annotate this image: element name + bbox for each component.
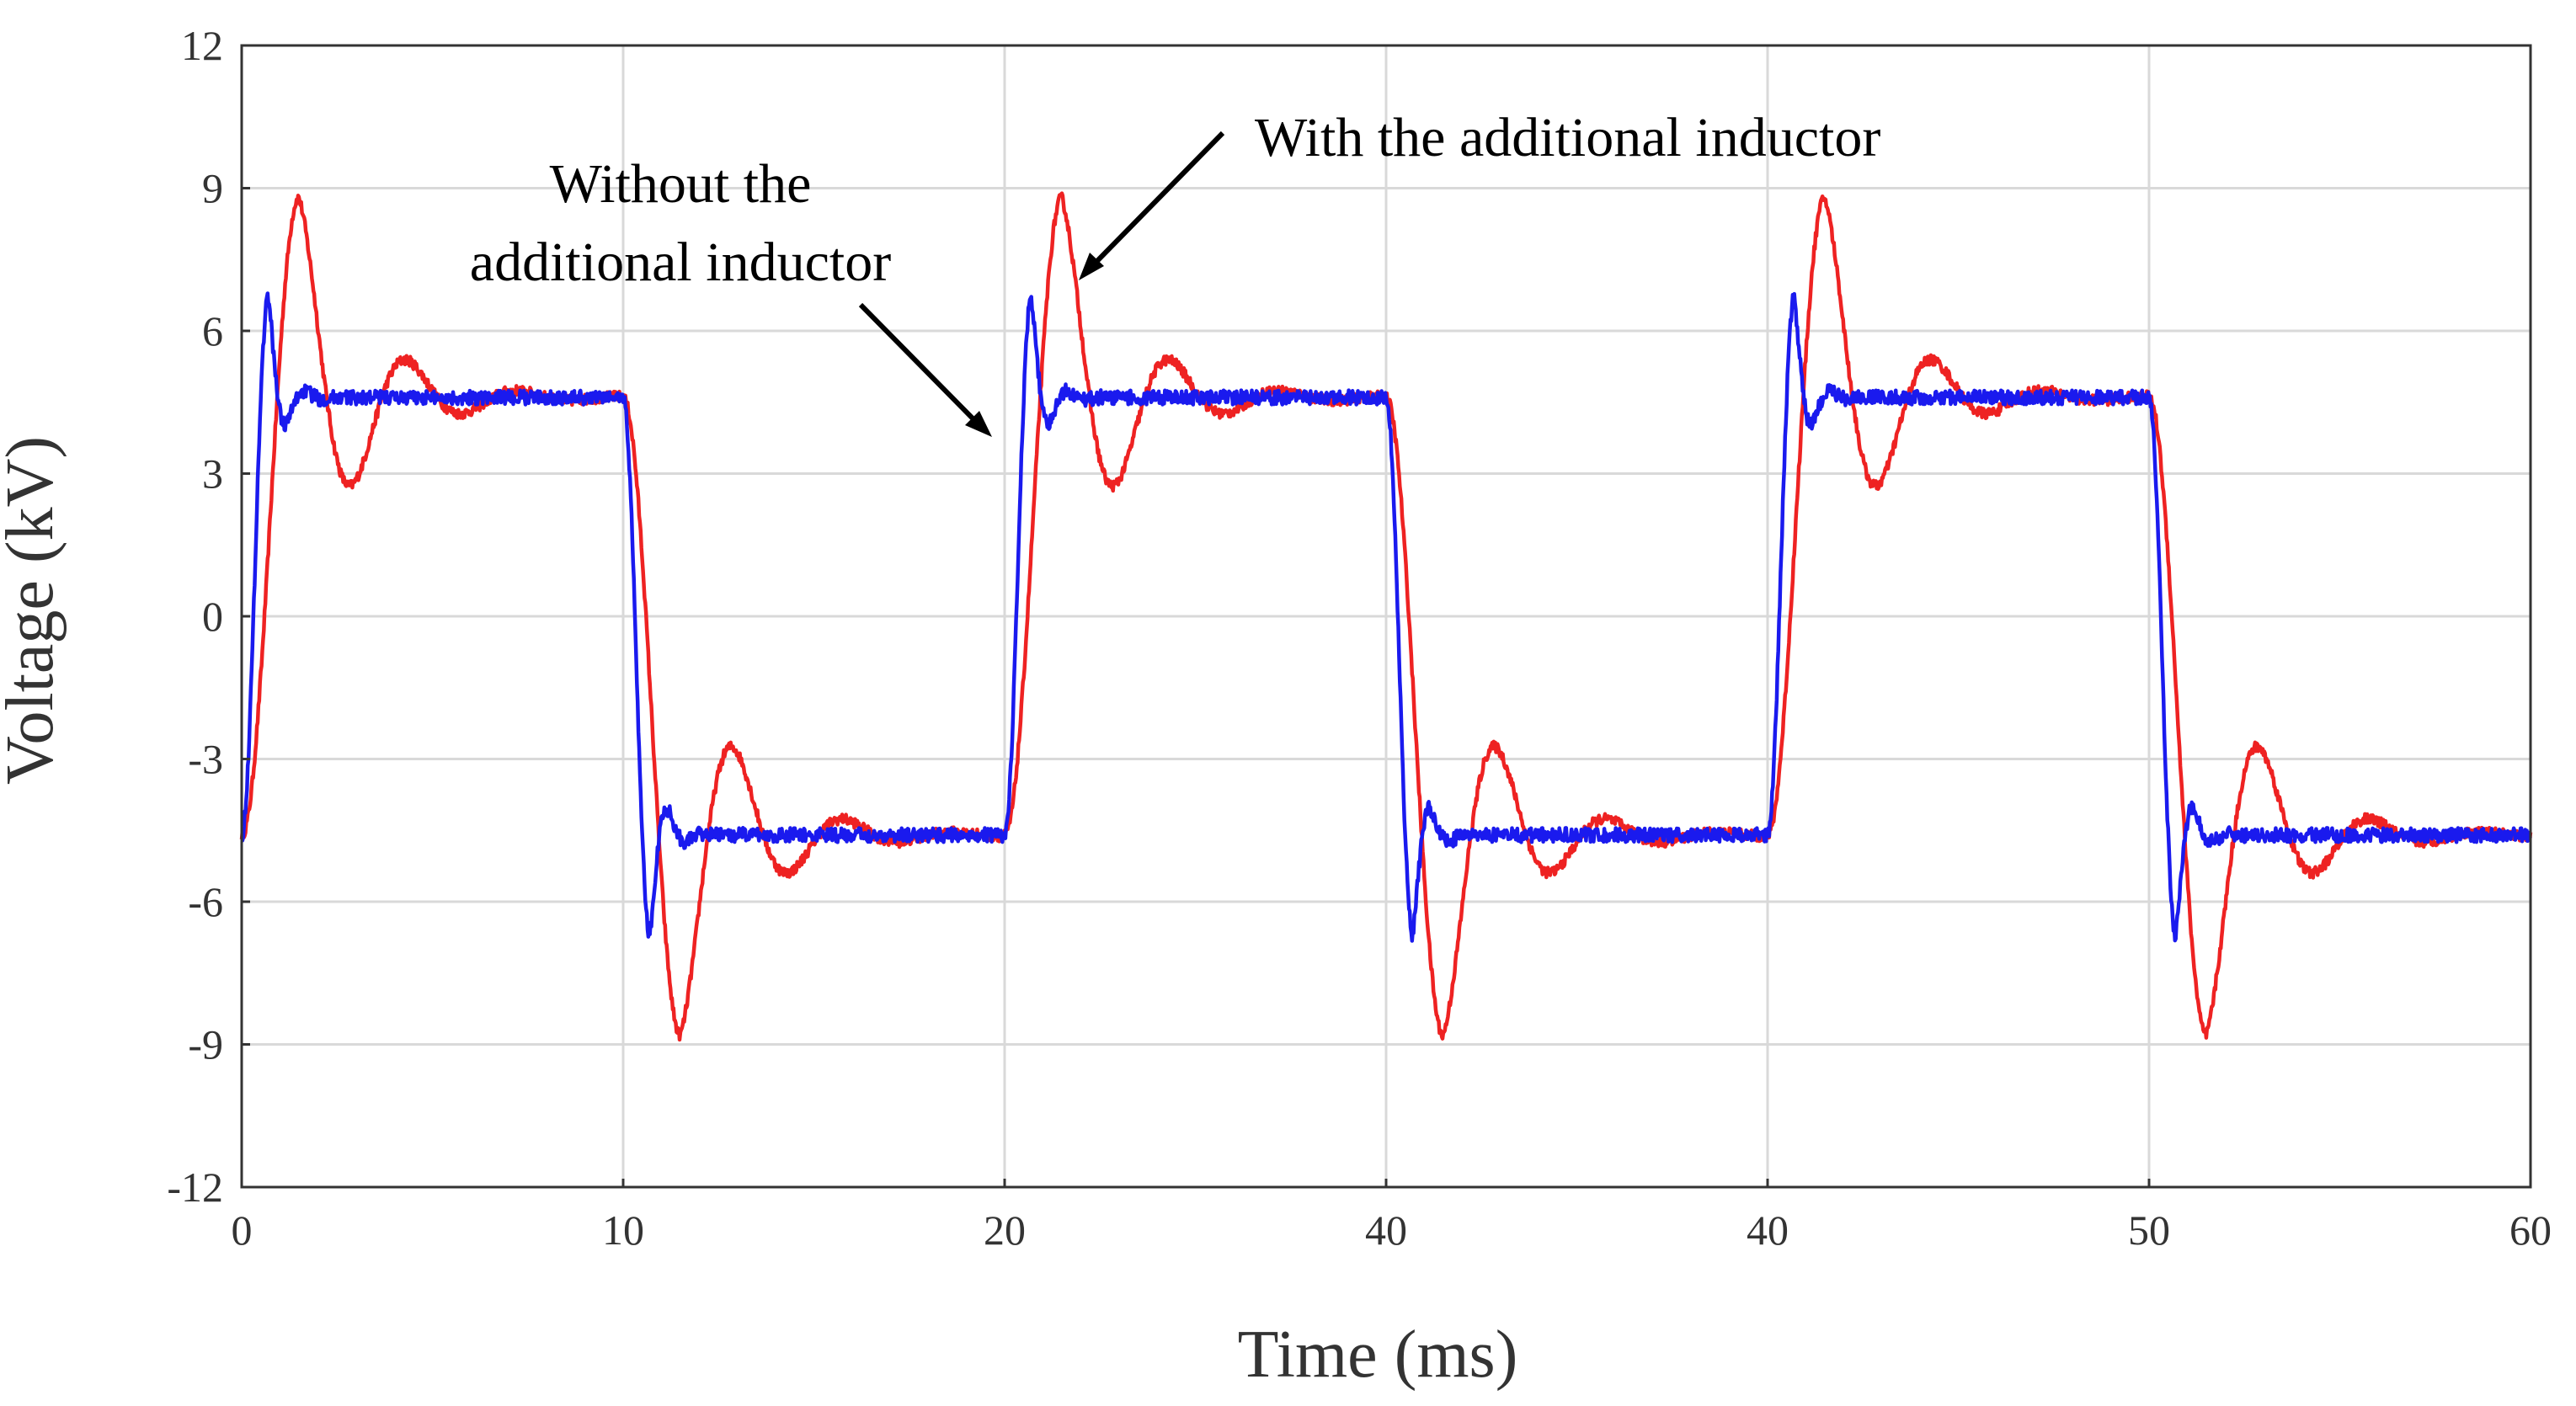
- arrow-with-inductor: [1090, 130, 1225, 269]
- arrowhead-with-inductor: [1079, 253, 1104, 280]
- y-axis-title: Voltage (kV): [0, 436, 67, 785]
- arrowhead-without-inductor: [965, 411, 992, 437]
- x-tick-label: 50: [2128, 1206, 2170, 1254]
- y-tick-label: 0: [202, 593, 223, 640]
- arrow-without-inductor: [858, 302, 979, 425]
- y-axis-ticks: 12 9 6 3 0 -3 -6 -9 -12: [167, 22, 250, 1211]
- y-tick-label: -3: [188, 736, 223, 783]
- y-tick-label: -12: [167, 1164, 223, 1211]
- y-tick-label: 3: [202, 450, 223, 498]
- y-tick-label: 9: [202, 165, 223, 212]
- x-tick-label: 20: [984, 1206, 1026, 1254]
- annotation-with-inductor: With the additional inductor: [1255, 107, 1880, 168]
- y-tick-label: -9: [188, 1021, 223, 1068]
- y-tick-label: -6: [188, 878, 223, 925]
- y-tick-label: 6: [202, 307, 223, 354]
- y-tick-label: 12: [181, 22, 223, 69]
- x-tick-label: 40: [1747, 1206, 1789, 1254]
- grid: [240, 44, 2532, 1189]
- x-axis-title: Time (ms): [1238, 1318, 1518, 1392]
- x-axis-ticks: 0 10 20 40 40 50 60: [232, 1179, 2552, 1254]
- annotation-without-inductor-line1: Without the: [550, 153, 812, 215]
- annotation-arrows: [858, 130, 1225, 437]
- x-tick-label: 60: [2509, 1206, 2552, 1254]
- series-layer: [239, 191, 2533, 1042]
- series-without-inductor: [240, 291, 2532, 943]
- x-tick-label: 40: [1365, 1206, 1407, 1254]
- x-tick-label: 10: [602, 1206, 644, 1254]
- annotation-without-inductor-line2: additional inductor: [470, 232, 891, 293]
- x-tick-label: 0: [232, 1206, 253, 1254]
